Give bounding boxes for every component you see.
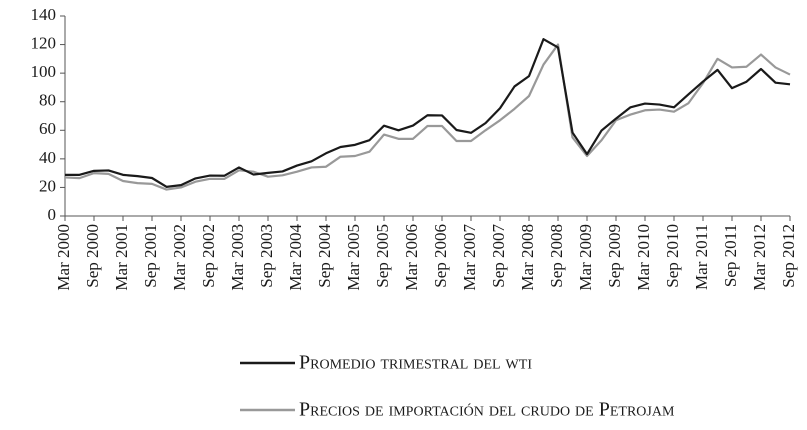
x-tick-label: Sep 2009 xyxy=(605,224,624,288)
y-tick-label: 20 xyxy=(39,176,56,195)
legend-label: Promedio trimestral del wti xyxy=(299,352,532,374)
y-tick-label: 100 xyxy=(31,62,57,81)
x-tick-label: Sep 2007 xyxy=(489,224,508,288)
x-tick-label: Mar 2001 xyxy=(112,224,131,291)
x-tick-label: Mar 2006 xyxy=(402,224,421,291)
x-tick-label: Mar 2011 xyxy=(692,224,711,290)
x-tick-label: Mar 2000 xyxy=(54,224,73,291)
x-tick-label: Sep 2005 xyxy=(373,224,392,288)
x-tick-label: Sep 2006 xyxy=(431,224,450,288)
y-tick-label: 80 xyxy=(39,91,56,110)
x-tick-label: Mar 2004 xyxy=(286,224,305,291)
x-tick-label: Mar 2005 xyxy=(344,224,363,291)
x-tick-label: Mar 2009 xyxy=(576,224,595,291)
series-line xyxy=(64,43,791,191)
y-tick-label: 0 xyxy=(48,205,57,224)
x-tick-label: Mar 2010 xyxy=(634,224,653,291)
x-tick-label: Sep 2003 xyxy=(257,224,276,288)
x-tick-label: Sep 2010 xyxy=(663,224,682,288)
y-tick-label: 60 xyxy=(39,119,56,138)
x-tick-label: Sep 2011 xyxy=(721,224,740,287)
y-tick-label: 120 xyxy=(31,33,57,52)
series-line xyxy=(65,38,791,188)
x-tick-label: Sep 2001 xyxy=(141,224,160,288)
x-tick-label: Sep 2000 xyxy=(83,224,102,288)
y-tick-label: 140 xyxy=(31,5,57,24)
legend-label: Precios de importación del crudo de Petr… xyxy=(299,399,675,421)
x-tick-label: Mar 2003 xyxy=(228,224,247,291)
x-tick-label: Sep 2002 xyxy=(199,224,218,288)
x-tick-label: Mar 2007 xyxy=(460,224,479,291)
x-tick-label: Sep 2004 xyxy=(315,224,334,288)
x-tick-label: Mar 2002 xyxy=(170,224,189,291)
x-tick-label: Mar 2012 xyxy=(750,224,769,291)
y-tick-label: 40 xyxy=(39,148,56,167)
x-tick-label: Sep 2012 xyxy=(779,224,798,288)
x-tick-label: Sep 2008 xyxy=(547,224,566,288)
x-tick-label: Mar 2008 xyxy=(518,224,537,291)
